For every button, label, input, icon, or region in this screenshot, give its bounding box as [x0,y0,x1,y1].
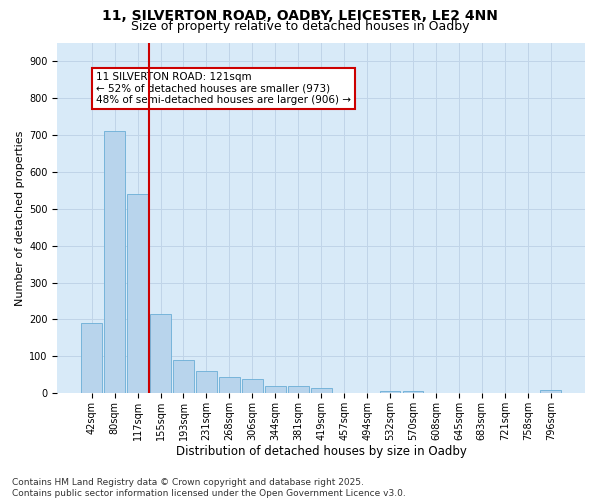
X-axis label: Distribution of detached houses by size in Oadby: Distribution of detached houses by size … [176,444,467,458]
Bar [288,386,308,394]
Text: 11 SILVERTON ROAD: 121sqm
← 52% of detached houses are smaller (973)
48% of semi: 11 SILVERTON ROAD: 121sqm ← 52% of detac… [96,72,351,105]
Text: 11, SILVERTON ROAD, OADBY, LEICESTER, LE2 4NN: 11, SILVERTON ROAD, OADBY, LEICESTER, LE… [102,9,498,23]
Bar [403,392,424,394]
Bar [173,360,194,394]
Bar [150,314,171,394]
Text: Contains HM Land Registry data © Crown copyright and database right 2025.
Contai: Contains HM Land Registry data © Crown c… [12,478,406,498]
Bar [127,194,148,394]
Text: Size of property relative to detached houses in Oadby: Size of property relative to detached ho… [131,20,469,33]
Bar [219,376,240,394]
Bar [380,392,400,394]
Bar [242,378,263,394]
Bar [265,386,286,394]
Bar [104,131,125,394]
Bar [196,371,217,394]
Y-axis label: Number of detached properties: Number of detached properties [15,130,25,306]
Bar [311,388,332,394]
Bar [82,323,102,394]
Bar [541,390,561,394]
